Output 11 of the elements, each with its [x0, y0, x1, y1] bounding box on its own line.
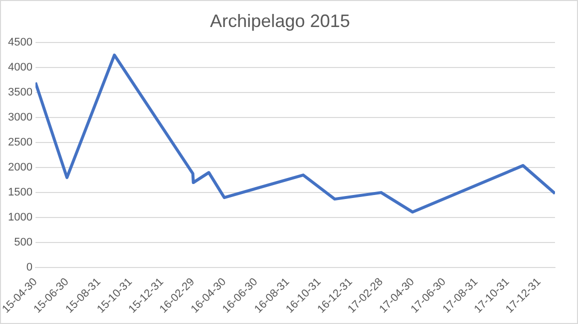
y-tick-label: 4000 [8, 62, 32, 74]
y-tick-label: 3000 [8, 112, 32, 124]
chart-title: Archipelago 2015 [210, 10, 350, 31]
y-tick-label: 4500 [8, 36, 32, 49]
y-tick-label: 1000 [8, 212, 32, 224]
y-tick-label: 2500 [8, 136, 32, 149]
y-tick-label: 1500 [8, 186, 32, 199]
y-tick-label: 0 [26, 262, 32, 274]
y-tick-label: 500 [14, 236, 32, 249]
y-tick-label: 2000 [8, 162, 32, 174]
y-tick-label: 3500 [8, 86, 32, 99]
